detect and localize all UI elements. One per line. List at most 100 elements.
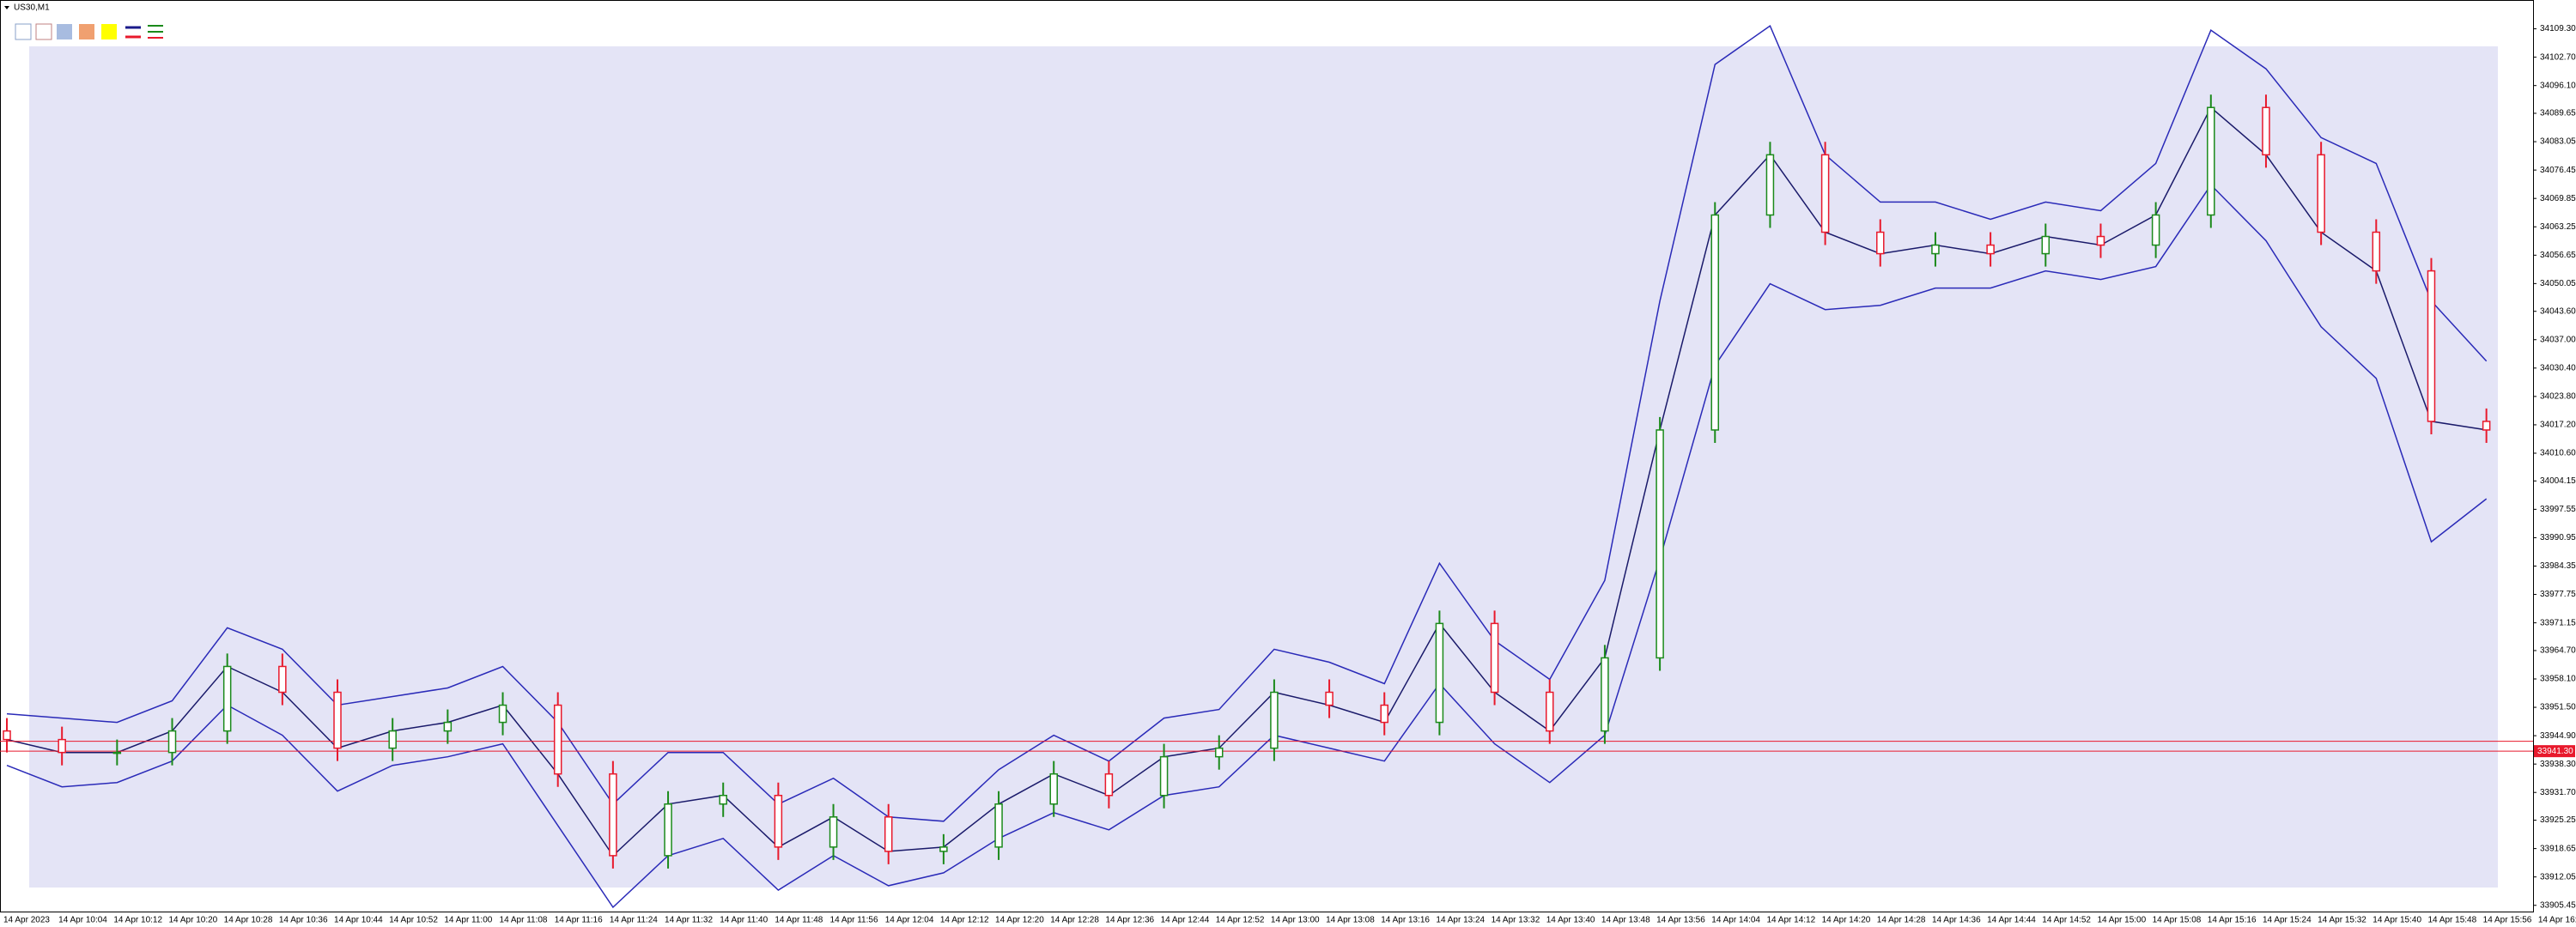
x-tick-label: 14 Apr 11:32 [665,916,713,925]
candle-body [553,704,562,775]
tool-icon[interactable] [101,24,117,39]
y-tick-label: 34083.05 [2540,137,2576,147]
y-tick-label: 33918.65 [2540,844,2576,853]
candle-body [829,816,838,848]
x-tick-label: 14 Apr 10:12 [113,916,162,925]
candle-body [498,704,507,724]
chart-title: US30,M1 [14,3,50,13]
candle-body [2041,235,2050,255]
y-tick-label: 34056.65 [2540,251,2576,260]
x-tick-label: 14 Apr 12:44 [1161,916,1210,925]
y-tick-label: 33958.10 [2540,675,2576,684]
candle-body [1380,704,1388,724]
y-tick-label: 33990.95 [2540,533,2576,542]
candle-body [1765,154,1775,216]
x-tick-label: 14 Apr 12:36 [1105,916,1154,925]
x-tick-label: 14 Apr 13:48 [1601,916,1650,925]
candle-body [112,751,122,754]
x-tick-label: 14 Apr 13:16 [1381,916,1430,925]
candle-body [609,772,617,857]
x-tick-label: 14 Apr 11:16 [555,916,603,925]
x-tick-label: 14 Apr 14:44 [1987,916,2036,925]
x-tick-label: 14 Apr 15:56 [2483,916,2532,925]
y-tick-label: 34063.25 [2540,222,2576,232]
candle-body [2207,106,2215,216]
x-tick-label: 14 Apr 15:48 [2427,916,2476,925]
x-tick-label: 14 Apr 11:40 [720,916,768,925]
candle-body [884,816,893,852]
x-tick-label: 14 Apr 15:00 [2097,916,2146,925]
x-tick-label: 14 Apr 13:00 [1271,916,1320,925]
x-tick-label: 14 Apr 11:24 [610,916,658,925]
upper-band [6,24,2488,822]
x-tick-label: 14 Apr 10:52 [389,916,438,925]
candle-body [774,794,783,848]
y-tick-label: 34043.60 [2540,306,2576,316]
x-tick-label: 14 Apr 15:32 [2318,916,2366,925]
candle-body [1986,244,1995,255]
candle-body [2317,154,2325,233]
lower-band [6,184,2488,909]
candle-body [1656,429,1664,659]
candle-body [994,803,1003,848]
x-tick-label: 14 Apr 15:08 [2153,916,2202,925]
y-tick-label: 34076.45 [2540,166,2576,175]
tool-icon[interactable] [57,24,72,39]
y-tick-label: 33912.05 [2540,872,2576,882]
candle-body [1820,154,1830,233]
symbol-menu-arrow[interactable] [4,6,9,9]
candle-body [1325,691,1334,706]
y-tick-label: 34037.00 [2540,335,2576,344]
y-tick-label: 34050.05 [2540,279,2576,288]
candle-body [388,730,397,749]
shaded-region [29,46,2498,888]
candle-body [1490,622,1499,694]
tool-icon[interactable] [79,24,94,39]
toolbar [15,23,163,40]
candle-body [1435,622,1444,724]
x-tick-label: 14 Apr 15:24 [2263,916,2312,925]
candle-body [278,665,287,694]
x-tick-label: 14 Apr 14:12 [1766,916,1815,925]
x-tick-label: 14 Apr 13:56 [1656,916,1705,925]
candle-body [1601,657,1609,732]
x-tick-label: 14 Apr 12:20 [995,916,1044,925]
x-tick-label: 14 Apr 13:40 [1546,916,1595,925]
candle-body [664,803,672,857]
y-tick-label: 34030.40 [2540,363,2576,373]
x-tick-label: 14 Apr 10:20 [169,916,218,925]
y-tick-label: 34109.30 [2540,24,2576,33]
y-tick-label: 33951.50 [2540,703,2576,712]
y-tick-label: 34102.70 [2540,52,2576,62]
tool-icon[interactable] [35,23,52,40]
x-tick-label: 14 Apr 16:04 [2538,916,2576,925]
candle-body [1710,214,1720,431]
y-tick-label: 34096.10 [2540,81,2576,90]
x-tick-label: 14 Apr 14:28 [1877,916,1926,925]
x-tick-label: 14 Apr 11:00 [444,916,492,925]
y-tick-label: 33964.70 [2540,646,2576,656]
y-tick-label: 33997.55 [2540,505,2576,514]
candle-body [167,730,177,754]
x-tick-label: 14 Apr 14:20 [1822,916,1871,925]
x-tick-label: 14 Apr 12:28 [1050,916,1099,925]
current-price-box [2534,745,2575,758]
candle-body [1049,772,1058,805]
y-tick-label: 34023.80 [2540,392,2576,402]
x-tick-label: 14 Apr 12:04 [885,916,934,925]
y-tick-label: 34017.20 [2540,421,2576,430]
tool-icon[interactable] [15,23,32,40]
x-tick-label: 14 Apr 13:24 [1436,916,1485,925]
candle-body [2372,231,2381,272]
x-tick-label: 14 Apr 13:32 [1492,916,1540,925]
current-price-label: 33941.30 [2537,747,2573,756]
candle-body [2262,106,2270,156]
x-tick-label: 14 Apr 2023 [3,916,50,925]
candle-body [1159,755,1169,797]
candle-body [333,691,342,749]
x-tick-label: 14 Apr 10:28 [224,916,273,925]
x-tick-label: 14 Apr 10:44 [334,916,383,925]
candle-body [2482,421,2491,431]
y-tick-label: 33944.90 [2540,731,2576,741]
